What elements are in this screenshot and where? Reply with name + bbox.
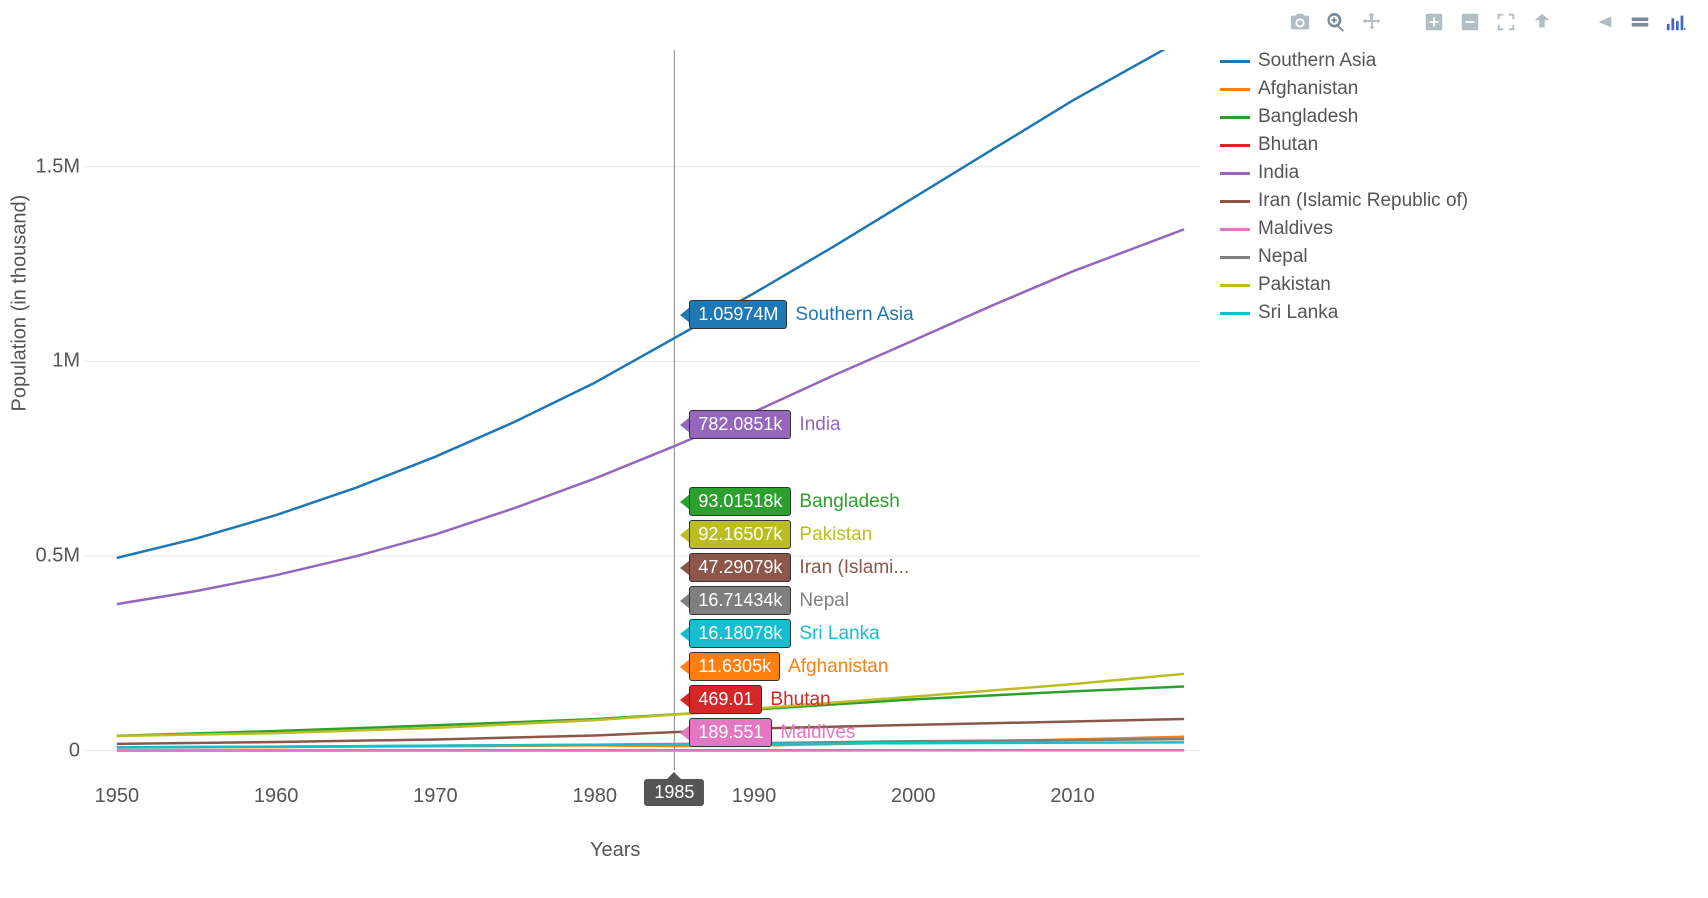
- pan-icon[interactable]: [1360, 10, 1384, 34]
- legend-item[interactable]: Pakistan: [1220, 274, 1468, 296]
- y-tick-label: 0: [69, 739, 80, 762]
- legend-item[interactable]: Southern Asia: [1220, 50, 1468, 72]
- series-line[interactable]: [117, 674, 1184, 736]
- x-axis-label: Years: [590, 839, 640, 862]
- spike-icon[interactable]: [1628, 10, 1652, 34]
- hover-badge: 11.6305k Afghanistan: [680, 652, 888, 681]
- legend-label: Nepal: [1258, 246, 1308, 268]
- hover-badge: 1.05974M Southern Asia: [680, 300, 913, 329]
- hover-badge: 469.01 Bhutan: [680, 685, 830, 714]
- legend-label: Pakistan: [1258, 274, 1331, 296]
- legend-swatch: [1220, 312, 1250, 315]
- x-hover-value: 1985: [654, 782, 694, 802]
- legend-item[interactable]: Iran (Islamic Republic of): [1220, 190, 1468, 212]
- series-line[interactable]: [117, 50, 1184, 558]
- x-tick-label: 1990: [732, 785, 777, 808]
- legend-item[interactable]: Maldives: [1220, 218, 1468, 240]
- camera-icon[interactable]: [1288, 10, 1312, 34]
- legend-swatch: [1220, 88, 1250, 91]
- legend-item[interactable]: Afghanistan: [1220, 78, 1468, 100]
- x-tick-label: 1980: [572, 785, 617, 808]
- y-axis-label: Population (in thousand): [9, 195, 32, 412]
- legend-label: Southern Asia: [1258, 50, 1376, 72]
- badge-value: 1.05974M: [689, 300, 787, 329]
- badge-value: 16.71434k: [689, 586, 791, 615]
- badge-value: 16.18078k: [689, 619, 791, 648]
- plot-area[interactable]: [85, 50, 1200, 770]
- hover-badge: 47.29079k Iran (Islami...: [680, 553, 909, 582]
- legend-item[interactable]: Sri Lanka: [1220, 302, 1468, 324]
- badge-value: 782.0851k: [689, 410, 791, 439]
- badge-series-label: Pakistan: [799, 524, 872, 546]
- legend-swatch: [1220, 256, 1250, 259]
- x-tick-label: 1960: [254, 785, 299, 808]
- legend-swatch: [1220, 116, 1250, 119]
- x-tick-label: 2010: [1050, 785, 1095, 808]
- legend-label: India: [1258, 162, 1299, 184]
- hover-badge: 92.16507k Pakistan: [680, 520, 872, 549]
- legend-item[interactable]: Nepal: [1220, 246, 1468, 268]
- legend-label: Bhutan: [1258, 134, 1318, 156]
- reset-icon[interactable]: [1530, 10, 1554, 34]
- badge-value: 11.6305k: [689, 652, 780, 681]
- series-line[interactable]: [117, 686, 1184, 735]
- badge-value: 47.29079k: [689, 553, 791, 582]
- hover-badge: 93.01518k Bangladesh: [680, 487, 899, 516]
- legend-label: Maldives: [1258, 218, 1333, 240]
- badge-series-label: Sri Lanka: [799, 623, 879, 645]
- y-tick-label: 1.5M: [36, 155, 80, 178]
- badge-series-label: Iran (Islami...: [799, 557, 909, 579]
- badge-value: 469.01: [689, 685, 762, 714]
- badge-value: 189.551: [689, 718, 772, 747]
- legend-swatch: [1220, 284, 1250, 287]
- hover-badge: 782.0851k India: [680, 410, 840, 439]
- badge-value: 93.01518k: [689, 487, 791, 516]
- x-tick-label: 2000: [891, 785, 936, 808]
- badge-series-label: India: [799, 414, 840, 436]
- autoscale-icon[interactable]: [1494, 10, 1518, 34]
- badge-value: 92.16507k: [689, 520, 791, 549]
- legend-label: Sri Lanka: [1258, 302, 1338, 324]
- badge-series-label: Afghanistan: [788, 656, 888, 678]
- zoom-icon[interactable]: [1324, 10, 1348, 34]
- x-tick-label: 1970: [413, 785, 458, 808]
- x-tick-label: 1950: [95, 785, 140, 808]
- badge-series-label: Bhutan: [770, 689, 830, 711]
- series-line[interactable]: [117, 229, 1184, 604]
- badge-series-label: Nepal: [799, 590, 849, 612]
- legend-swatch: [1220, 144, 1250, 147]
- legend-item[interactable]: Bangladesh: [1220, 106, 1468, 128]
- legend-swatch: [1220, 172, 1250, 175]
- legend-swatch: [1220, 200, 1250, 203]
- hover-badge: 16.71434k Nepal: [680, 586, 849, 615]
- toolbar: [1288, 10, 1688, 34]
- legend-item[interactable]: Bhutan: [1220, 134, 1468, 156]
- legend-item[interactable]: India: [1220, 162, 1468, 184]
- legend: Southern Asia Afghanistan Bangladesh Bhutan…: [1220, 50, 1468, 324]
- zoom-in-icon[interactable]: [1422, 10, 1446, 34]
- y-tick-label: 0.5M: [36, 544, 80, 567]
- legend-swatch: [1220, 228, 1250, 231]
- zoom-out-icon[interactable]: [1458, 10, 1482, 34]
- badge-series-label: Bangladesh: [799, 491, 899, 513]
- plotly-logo-icon[interactable]: [1664, 10, 1688, 34]
- hover-badge: 16.18078k Sri Lanka: [680, 619, 879, 648]
- spike-back-icon[interactable]: [1592, 10, 1616, 34]
- legend-swatch: [1220, 60, 1250, 63]
- hover-badge: 189.551 Maldives: [680, 718, 855, 747]
- chart-container: Population (in thousand) Years 0 0.5M 1M 1.…: [0, 0, 1708, 898]
- x-hover-badge: 1985: [644, 779, 704, 806]
- y-tick-label: 1M: [52, 350, 80, 373]
- legend-label: Bangladesh: [1258, 106, 1358, 128]
- badge-series-label: Maldives: [780, 722, 855, 744]
- legend-label: Iran (Islamic Republic of): [1258, 190, 1468, 212]
- badge-series-label: Southern Asia: [795, 304, 913, 326]
- legend-label: Afghanistan: [1258, 78, 1358, 100]
